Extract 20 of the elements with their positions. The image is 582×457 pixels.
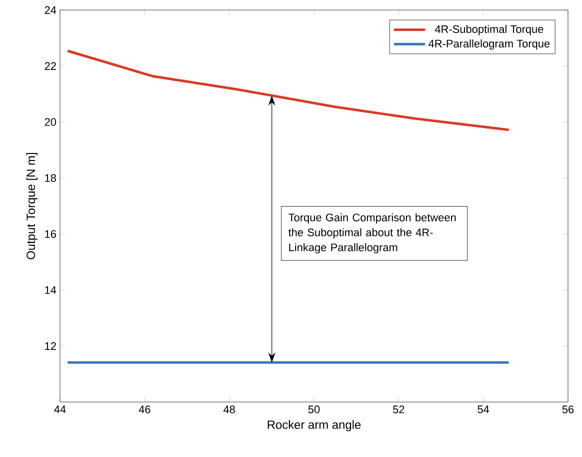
- x-tick-label: 56: [562, 406, 574, 414]
- legend-label: 4R-Suboptimal Torque: [434, 24, 544, 36]
- x-tick-label: 52: [393, 406, 404, 414]
- x-tick-label: 46: [138, 406, 150, 414]
- x-axis-title: Rocker arm angle: [268, 420, 361, 432]
- y-tick-label: 24: [44, 6, 56, 14]
- x-tick-label: 44: [54, 406, 66, 414]
- y-tick-label: 20: [44, 118, 56, 126]
- annotation: Torque Gain Comparison between the Suboptimal about the 4R-Linkage Parallelogram: [288, 213, 456, 254]
- y-tick-label: 12: [45, 342, 56, 350]
- y-axis-title: Output Torque [N m]: [26, 153, 38, 260]
- x-tick-label: 50: [308, 406, 320, 414]
- legend-label: 4R-Parallelogram Torque: [428, 39, 550, 50]
- y-tick-label: 18: [45, 174, 56, 182]
- x-tick-label: 48: [223, 406, 235, 414]
- x-tick-label: 54: [478, 406, 490, 414]
- y-tick-label: 22: [44, 62, 56, 70]
- y-tick-label: 16: [45, 230, 56, 238]
- line-series: [66, 50, 510, 132]
- y-tick-label: 14: [45, 286, 56, 294]
